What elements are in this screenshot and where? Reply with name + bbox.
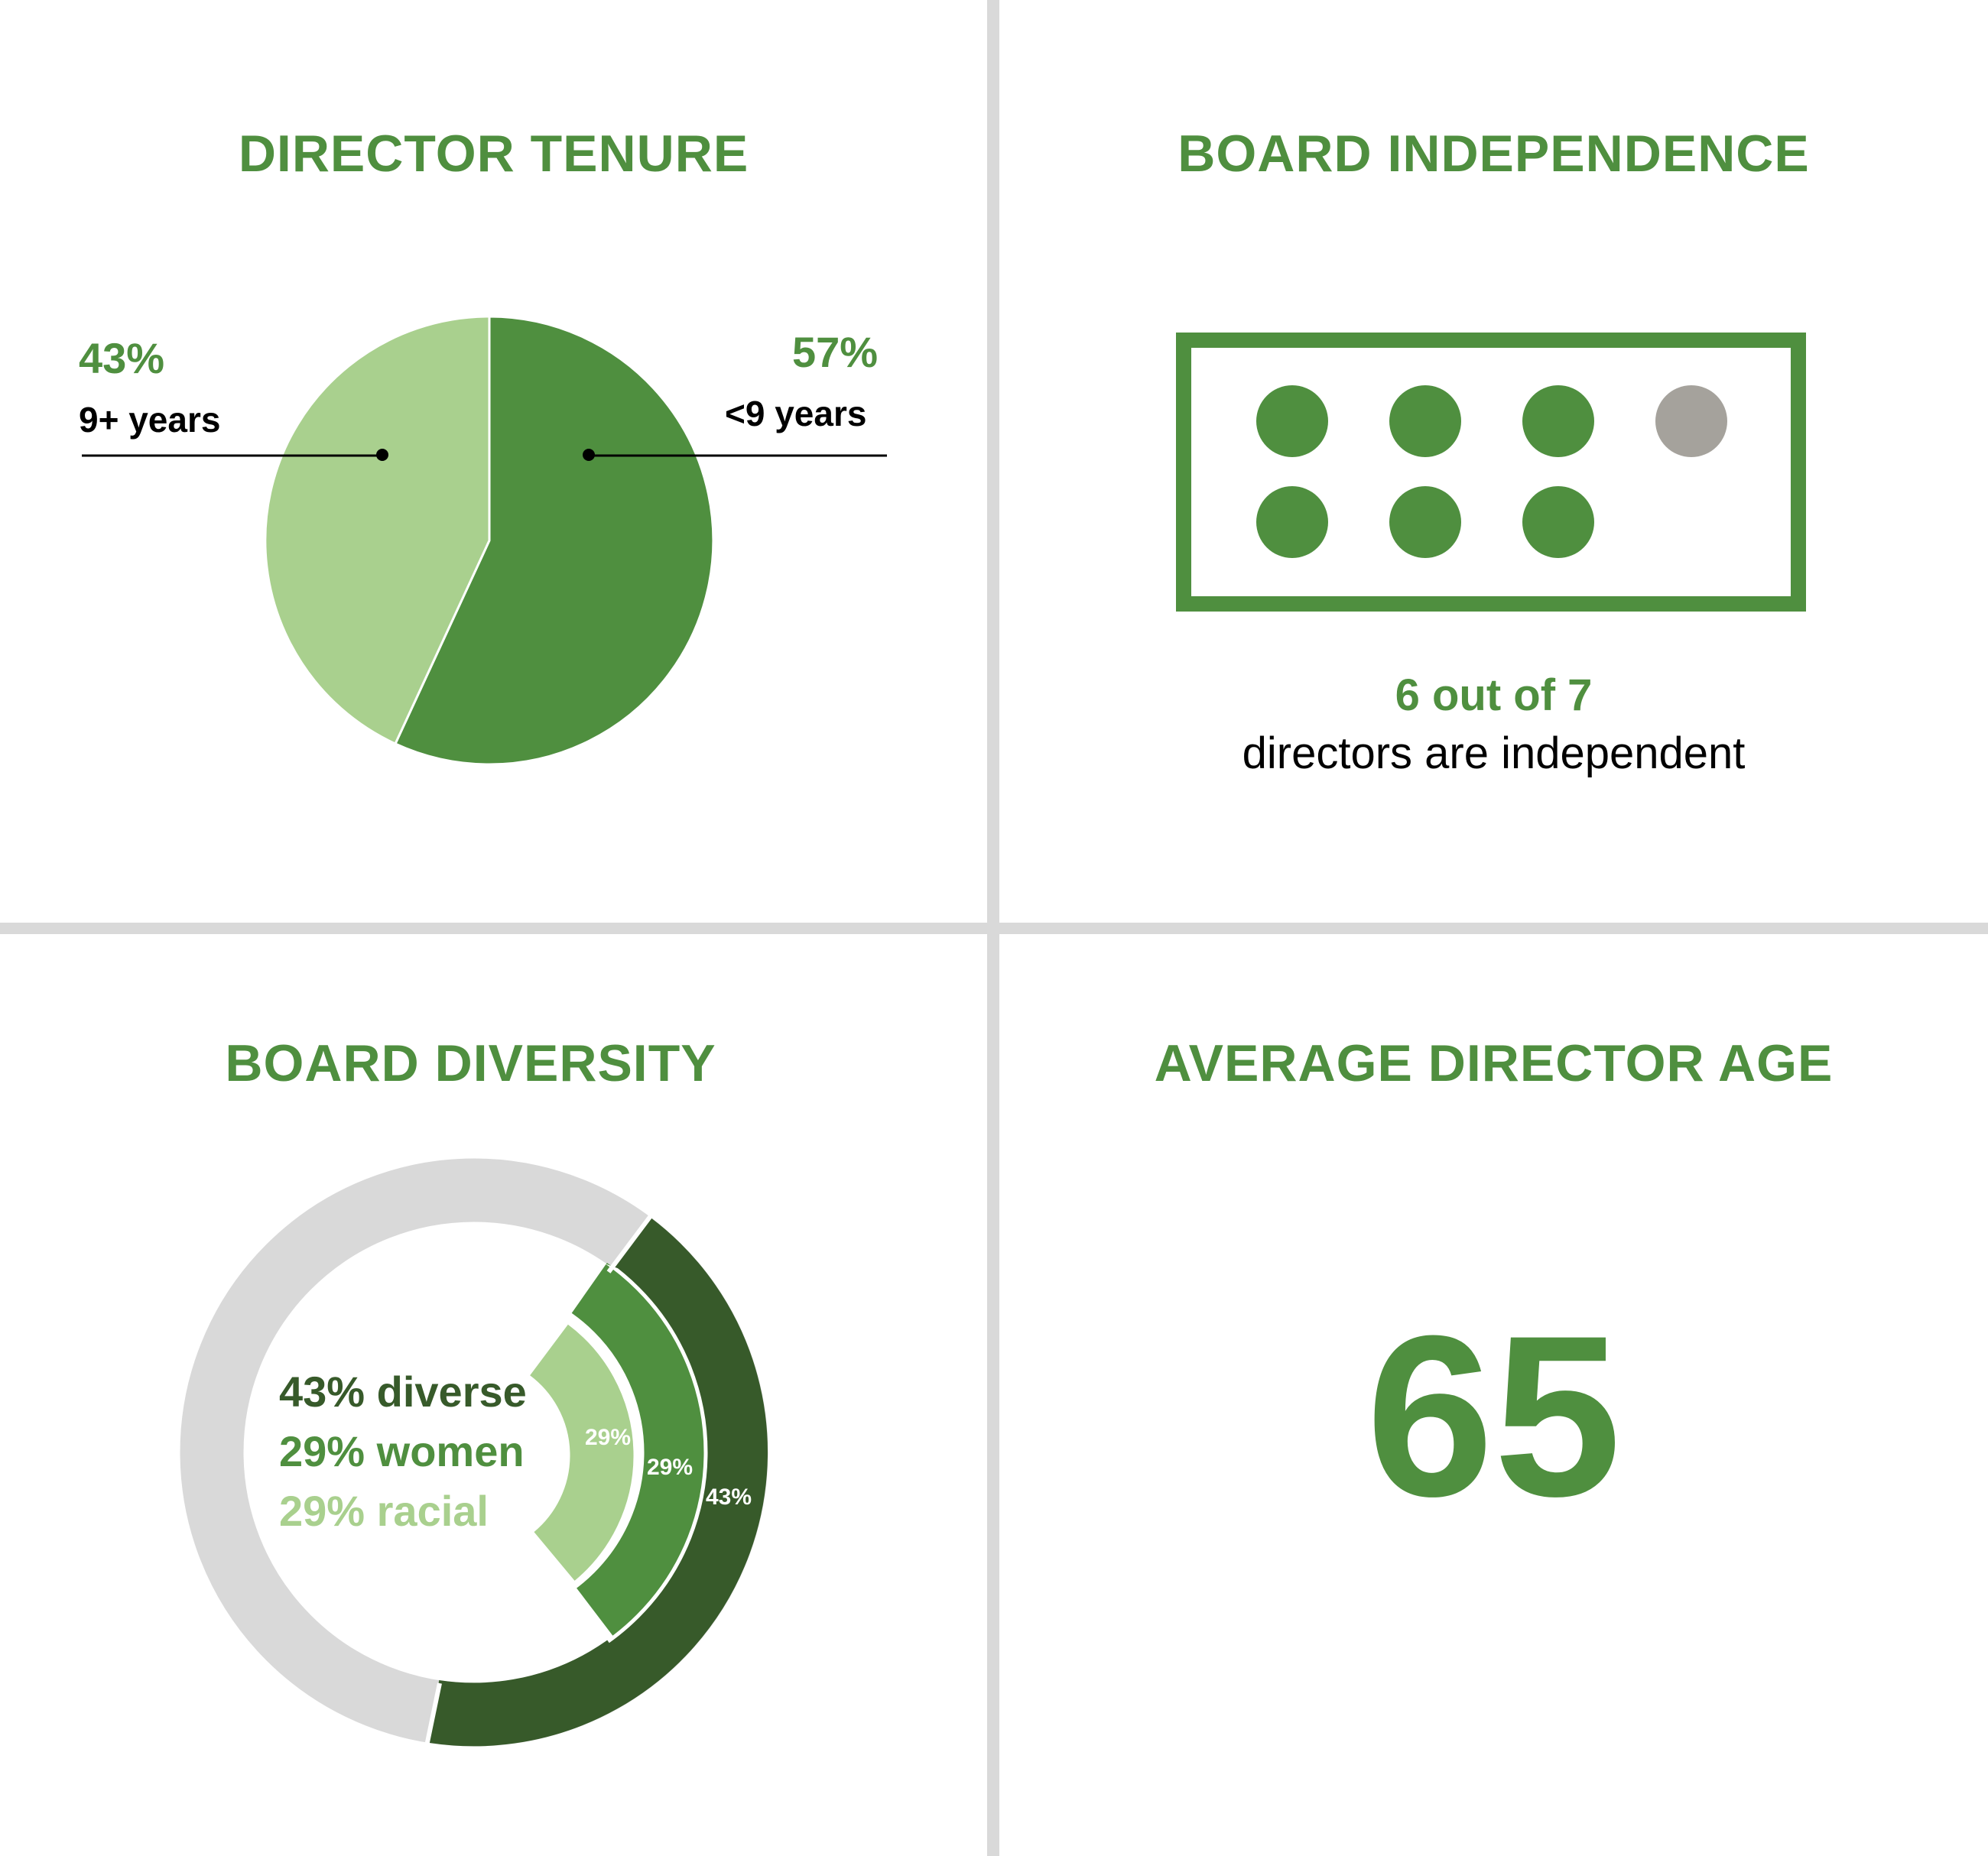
horizontal-divider	[0, 923, 1988, 934]
leader-dot-left	[376, 449, 388, 461]
director-dot-non-independent	[1655, 385, 1727, 457]
diversity-legend: 43% diverse 29% women 29% racial	[279, 1362, 527, 1541]
ring-gap-1	[474, 1255, 708, 1668]
tenure-under9-pct: 57%	[792, 328, 879, 376]
legend-diverse: 43% diverse	[279, 1368, 527, 1416]
director-dot-independent	[1256, 385, 1328, 457]
diversity-donut-chart	[180, 1158, 768, 1747]
leader-dot-right	[583, 449, 595, 461]
tenure-slice-under9	[394, 315, 715, 766]
director-dot-independent	[1256, 486, 1328, 558]
diversity-ring-racial	[529, 1324, 634, 1581]
director-dot-independent	[1389, 385, 1461, 457]
average-age-value: 65	[1366, 1287, 1622, 1544]
board-independence-panel: BOARD INDEPENDENCE 6 out of 7 directors …	[999, 0, 1988, 923]
tenure-under9-label: <9 years	[725, 394, 867, 433]
director-dot-independent	[1389, 486, 1461, 558]
diversity-ring-diverse	[429, 1217, 768, 1747]
independence-graphic	[1176, 333, 1806, 612]
tenure-9plus-label: 9+ years	[79, 400, 221, 440]
legend-women: 29% women	[279, 1427, 525, 1475]
ring-label-women: 29%	[647, 1455, 694, 1480]
tenure-pie-chart	[82, 315, 887, 766]
director-tenure-panel: DIRECTOR TENURE 43% 9+ years 57% <9 year…	[0, 0, 987, 923]
director-dot-independent	[1522, 486, 1594, 558]
board-diversity-panel: BOARD DIVERSITY 43% diverse 29% women 29…	[0, 934, 987, 1856]
director-dot-independent	[1522, 385, 1594, 457]
board-frame	[1176, 333, 1806, 612]
legend-racial: 29% racial	[279, 1487, 489, 1535]
director-tenure-title: DIRECTOR TENURE	[238, 125, 749, 183]
average-age-title: AVERAGE DIRECTOR AGE	[1154, 1034, 1834, 1092]
ring-label-diverse: 43%	[706, 1484, 752, 1510]
ring-label-racial: 29%	[585, 1425, 632, 1450]
tenure-9plus-pct: 43%	[79, 334, 165, 382]
board-diversity-title: BOARD DIVERSITY	[225, 1034, 716, 1092]
board-independence-title: BOARD INDEPENDENCE	[1178, 125, 1810, 183]
average-age-panel: AVERAGE DIRECTOR AGE 65	[999, 934, 1988, 1856]
independence-caption: directors are independent	[1242, 728, 1746, 778]
independence-count: 6 out of 7	[1395, 670, 1593, 720]
diversity-ring-women	[570, 1263, 706, 1638]
tenure-slice-9plus	[264, 315, 491, 745]
